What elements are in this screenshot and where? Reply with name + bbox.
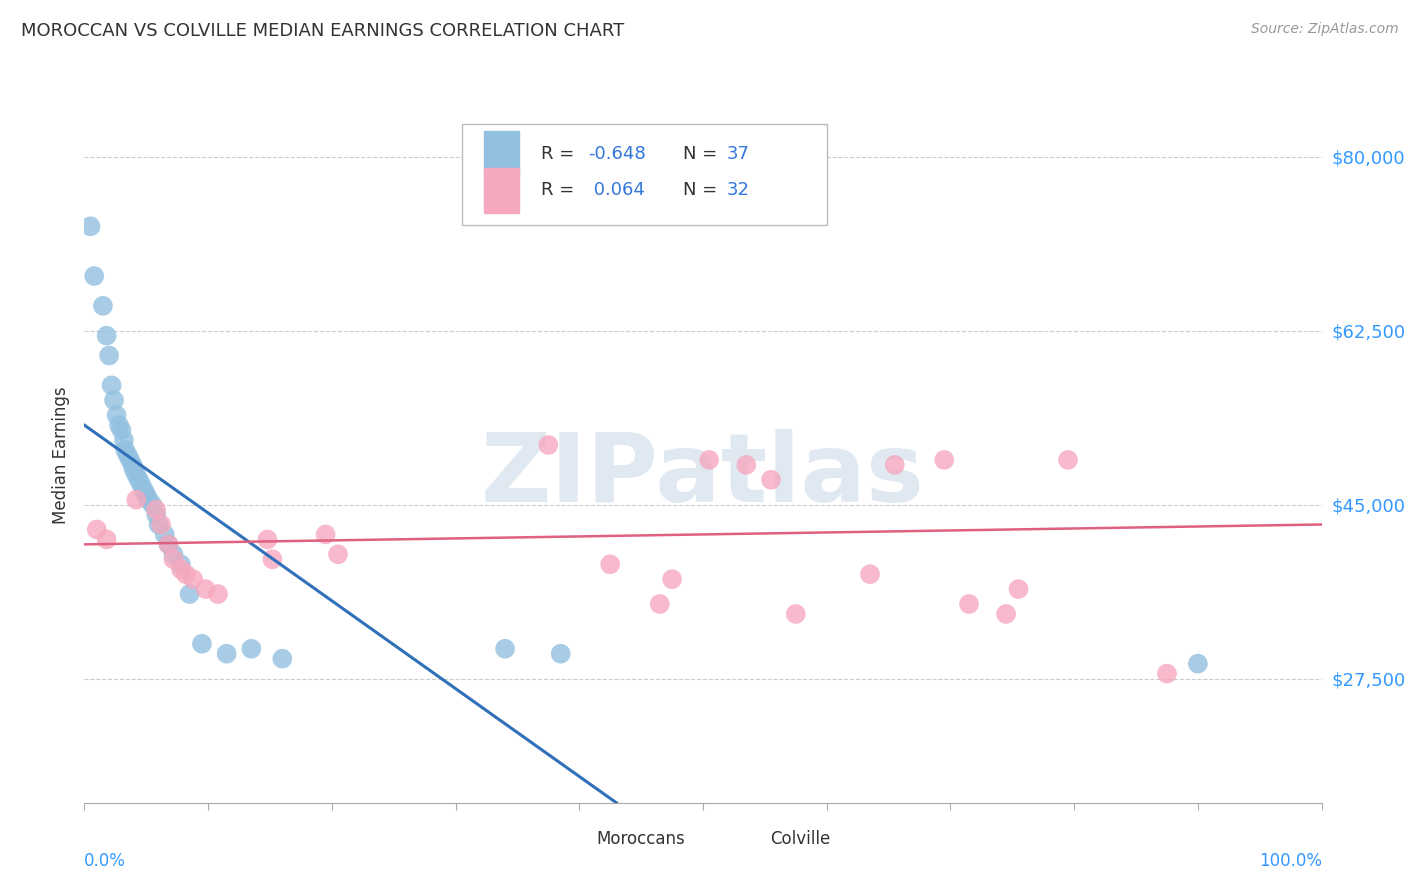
Text: Source: ZipAtlas.com: Source: ZipAtlas.com — [1251, 22, 1399, 37]
Point — [135, 488, 157, 502]
Point — [91, 299, 114, 313]
Point — [648, 597, 671, 611]
Point — [1187, 657, 1209, 671]
Point — [120, 453, 142, 467]
Point — [207, 587, 229, 601]
Point — [785, 607, 807, 621]
Point — [150, 517, 173, 532]
Point — [129, 477, 152, 491]
Text: MOROCCAN VS COLVILLE MEDIAN EARNINGS CORRELATION CHART: MOROCCAN VS COLVILLE MEDIAN EARNINGS COR… — [21, 22, 624, 40]
Text: 32: 32 — [727, 181, 749, 199]
Point — [1156, 666, 1178, 681]
Point — [100, 378, 122, 392]
Point — [96, 533, 118, 547]
Point — [157, 537, 180, 551]
Point — [174, 567, 197, 582]
Point — [315, 527, 337, 541]
Point — [934, 453, 956, 467]
Point — [83, 268, 105, 283]
Point — [145, 508, 167, 522]
Point — [957, 597, 980, 611]
Text: ZIPatlas: ZIPatlas — [481, 429, 925, 523]
Point — [108, 418, 131, 433]
Point — [170, 562, 193, 576]
Point — [191, 637, 214, 651]
Point — [326, 547, 349, 561]
Text: 37: 37 — [727, 145, 749, 163]
Point — [112, 433, 135, 447]
Point — [141, 498, 163, 512]
Text: N =: N = — [683, 145, 723, 163]
Point — [883, 458, 905, 472]
Bar — [484, 131, 519, 177]
Bar — [484, 168, 519, 213]
Text: Colville: Colville — [770, 830, 830, 848]
Point — [105, 408, 128, 422]
Bar — [728, 823, 755, 855]
Point — [599, 558, 621, 572]
Point — [661, 572, 683, 586]
Point — [162, 547, 184, 561]
Point — [96, 328, 118, 343]
Point — [132, 483, 155, 497]
Point — [145, 502, 167, 516]
Point — [157, 537, 180, 551]
Point — [138, 492, 160, 507]
Point — [153, 527, 176, 541]
Point — [494, 641, 516, 656]
Point — [1007, 582, 1029, 596]
Point — [271, 651, 294, 665]
Point — [125, 492, 148, 507]
Point — [256, 533, 278, 547]
Point — [215, 647, 238, 661]
Point — [550, 647, 572, 661]
Point — [128, 473, 150, 487]
Point — [125, 467, 148, 482]
Text: R =: R = — [541, 181, 579, 199]
Point — [117, 448, 139, 462]
Point — [859, 567, 882, 582]
Point — [995, 607, 1018, 621]
Text: Moroccans: Moroccans — [596, 830, 685, 848]
Point — [179, 587, 201, 601]
Y-axis label: Median Earnings: Median Earnings — [52, 386, 70, 524]
Point — [121, 458, 143, 472]
Text: R =: R = — [541, 145, 579, 163]
Point — [181, 572, 204, 586]
Point — [114, 442, 136, 457]
Point — [240, 641, 263, 656]
Point — [79, 219, 101, 234]
Point — [148, 517, 170, 532]
Point — [86, 523, 108, 537]
Point — [735, 458, 758, 472]
Bar — [554, 823, 582, 855]
Point — [1057, 453, 1080, 467]
Text: 100.0%: 100.0% — [1258, 852, 1322, 870]
Text: 0.064: 0.064 — [588, 181, 645, 199]
FancyBboxPatch shape — [461, 124, 827, 226]
Point — [262, 552, 284, 566]
Point — [122, 463, 145, 477]
Point — [103, 393, 125, 408]
Point — [697, 453, 720, 467]
Point — [110, 423, 132, 437]
Text: -0.648: -0.648 — [588, 145, 645, 163]
Point — [759, 473, 782, 487]
Text: N =: N = — [683, 181, 723, 199]
Text: 0.0%: 0.0% — [84, 852, 127, 870]
Point — [537, 438, 560, 452]
Point — [162, 552, 184, 566]
Point — [170, 558, 193, 572]
Point — [194, 582, 217, 596]
Point — [98, 349, 121, 363]
